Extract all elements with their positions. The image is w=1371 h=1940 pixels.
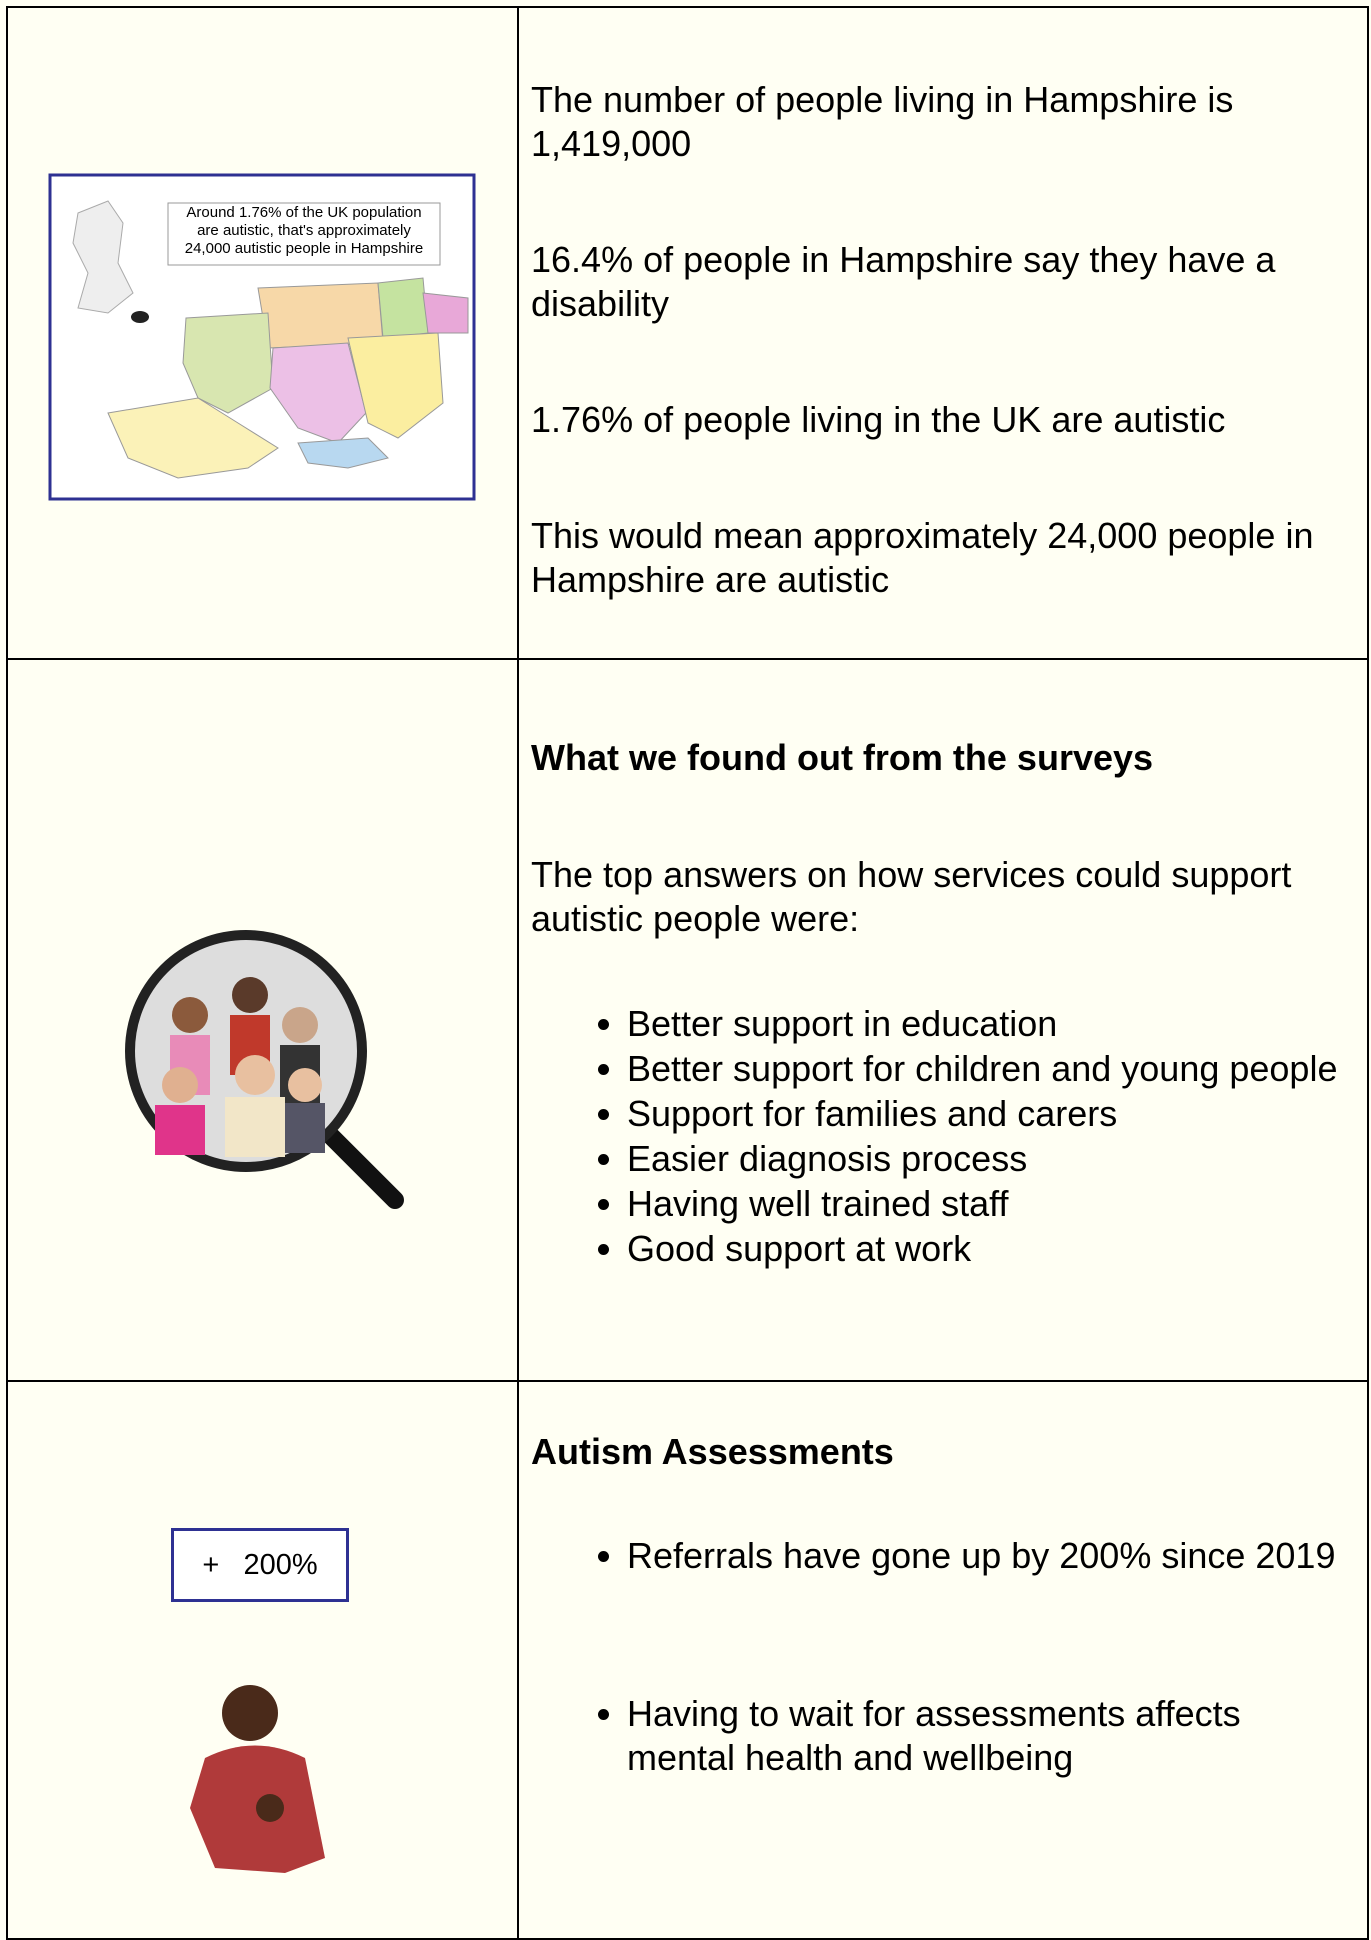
paragraph: The number of people living in Hampshire… — [531, 78, 1351, 166]
paragraph: 16.4% of people in Hampshire say they ha… — [531, 238, 1351, 326]
bullet: Good support at work — [627, 1226, 1351, 1271]
bullet-list: Referrals have gone up by 200% since 201… — [531, 1534, 1351, 1780]
heading: Autism Assessments — [531, 1430, 1351, 1474]
map-caption: are autistic, that's approximately — [197, 222, 411, 239]
magnifier-image — [120, 925, 410, 1215]
map-caption: 24,000 autistic people in Hampshire — [185, 240, 423, 257]
page: {"rows": [ {"image": {"caption": ["Aroun… — [0, 0, 1371, 1929]
bullet: Referrals have gone up by 200% since 201… — [627, 1534, 1351, 1578]
bullet-list: Better support in education Better suppo… — [531, 1001, 1351, 1271]
map-caption: Around 1.76% of the UK population — [186, 204, 421, 221]
hampshire-dot — [131, 311, 149, 323]
text-block: Autism Assessments Referrals have gone u… — [531, 1430, 1351, 1780]
heading: What we found out from the surveys — [531, 736, 1351, 780]
stat-box: + 200% — [171, 1528, 349, 1602]
bullet: Easier diagnosis process — [627, 1136, 1351, 1181]
paragraph: This would mean approximately 24,000 peo… — [531, 514, 1351, 602]
map-image: Around 1.76% of the UK population are au… — [48, 173, 476, 501]
bullet: Better support for children and young pe… — [627, 1046, 1351, 1091]
paragraph: 1.76% of people living in the UK are aut… — [531, 398, 1351, 442]
bullet: Having to wait for assessments affects m… — [627, 1692, 1351, 1780]
bullet: Better support in education — [627, 1001, 1351, 1046]
paragraph: The top answers on how services could su… — [531, 853, 1351, 941]
text-block: What we found out from the surveys The t… — [531, 736, 1351, 1271]
bullet: Support for families and carers — [627, 1091, 1351, 1136]
person-image — [185, 1678, 340, 1878]
text-block: The number of people living in Hampshire… — [531, 78, 1351, 602]
bullet: Having well trained staff — [627, 1181, 1351, 1226]
